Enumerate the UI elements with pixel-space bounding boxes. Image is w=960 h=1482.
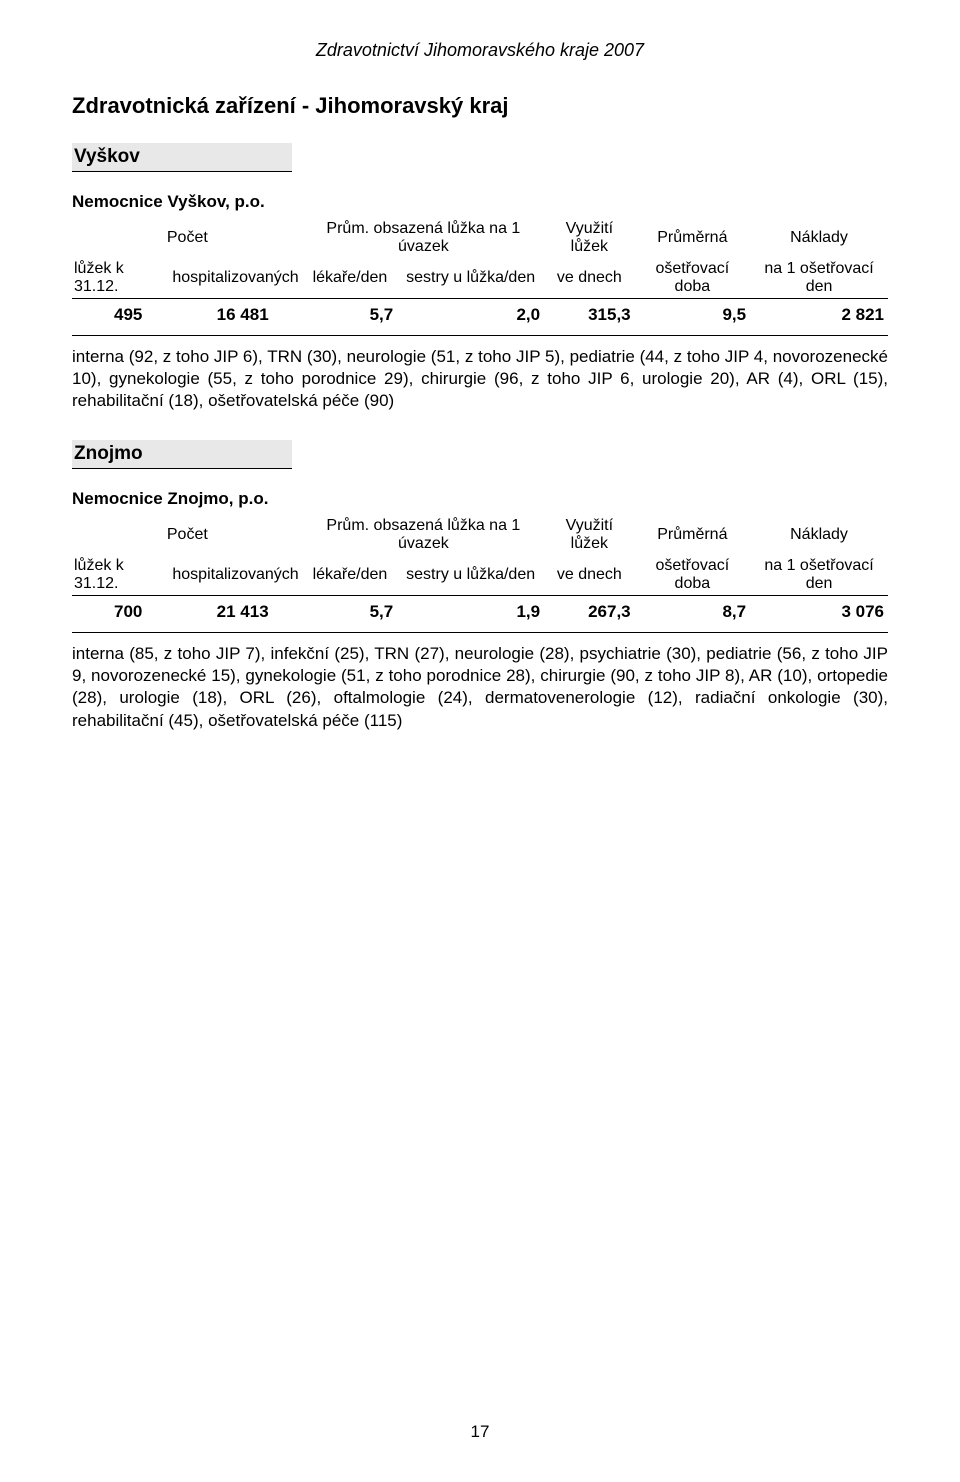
th-prum: Prům. obsazená lůžka na 1 úvazek [303,515,544,555]
cell-luzek: 700 [72,596,168,633]
table-row: 495 16 481 5,7 2,0 315,3 9,5 2 821 [72,299,888,336]
district-znojmo: Znojmo [72,440,292,469]
description-znojmo: interna (85, z toho JIP 7), infekční (25… [72,643,888,731]
th-sestry: sestry u lůžka/den [397,258,544,299]
description-vyskov: interna (92, z toho JIP 6), TRN (30), ne… [72,346,888,412]
cell-sestry: 1,9 [397,596,544,633]
th-na1: na 1 ošetřovací den [750,555,888,596]
cell-sestry: 2,0 [397,299,544,336]
hospital-name-vyskov: Nemocnice Vyškov, p.o. [72,192,888,212]
th-naklady: Náklady [750,515,888,555]
cell-hosp: 16 481 [168,299,302,336]
page-number: 17 [0,1422,960,1442]
cell-naklady: 3 076 [750,596,888,633]
th-pocet: Počet [72,515,303,555]
th-hosp: hospitalizovaných [168,258,302,299]
cell-luzek: 495 [72,299,168,336]
cell-hosp: 21 413 [168,596,302,633]
th-osetrovaci: ošetřovací doba [635,258,750,299]
th-na1: na 1 ošetřovací den [750,258,888,299]
cell-naklady: 2 821 [750,299,888,336]
header-title: Zdravotnictví Jihomoravského kraje 2007 [72,40,888,61]
cell-prumerna: 8,7 [635,596,750,633]
th-luzek: lůžek k 31.12. [72,258,168,299]
cell-vyuziti: 267,3 [544,596,635,633]
th-luzek: lůžek k 31.12. [72,555,168,596]
th-lekare: lékaře/den [303,555,398,596]
district-vyskov: Vyškov [72,143,292,172]
th-vednech: ve dnech [544,258,635,299]
th-vednech: ve dnech [544,555,635,596]
cell-lekare: 5,7 [303,596,398,633]
th-naklady: Náklady [750,218,888,258]
cell-lekare: 5,7 [303,299,398,336]
cell-prumerna: 9,5 [635,299,750,336]
th-hosp: hospitalizovaných [168,555,302,596]
th-prumerna: Průměrná [635,218,750,258]
hospital-name-znojmo: Nemocnice Znojmo, p.o. [72,489,888,509]
th-pocet: Počet [72,218,303,258]
th-sestry: sestry u lůžka/den [397,555,544,596]
th-prum: Prům. obsazená lůžka na 1 úvazek [303,218,544,258]
main-title: Zdravotnická zařízení - Jihomoravský kra… [72,93,888,119]
th-vyuziti: Využití lůžek [544,515,635,555]
th-osetrovaci: ošetřovací doba [635,555,750,596]
cell-vyuziti: 315,3 [544,299,635,336]
th-vyuziti: Využití lůžek [544,218,635,258]
data-table-znojmo: Počet Prům. obsazená lůžka na 1 úvazek V… [72,515,888,633]
data-table-vyskov: Počet Prům. obsazená lůžka na 1 úvazek V… [72,218,888,336]
table-row: 700 21 413 5,7 1,9 267,3 8,7 3 076 [72,596,888,633]
th-lekare: lékaře/den [303,258,398,299]
th-prumerna: Průměrná [635,515,750,555]
